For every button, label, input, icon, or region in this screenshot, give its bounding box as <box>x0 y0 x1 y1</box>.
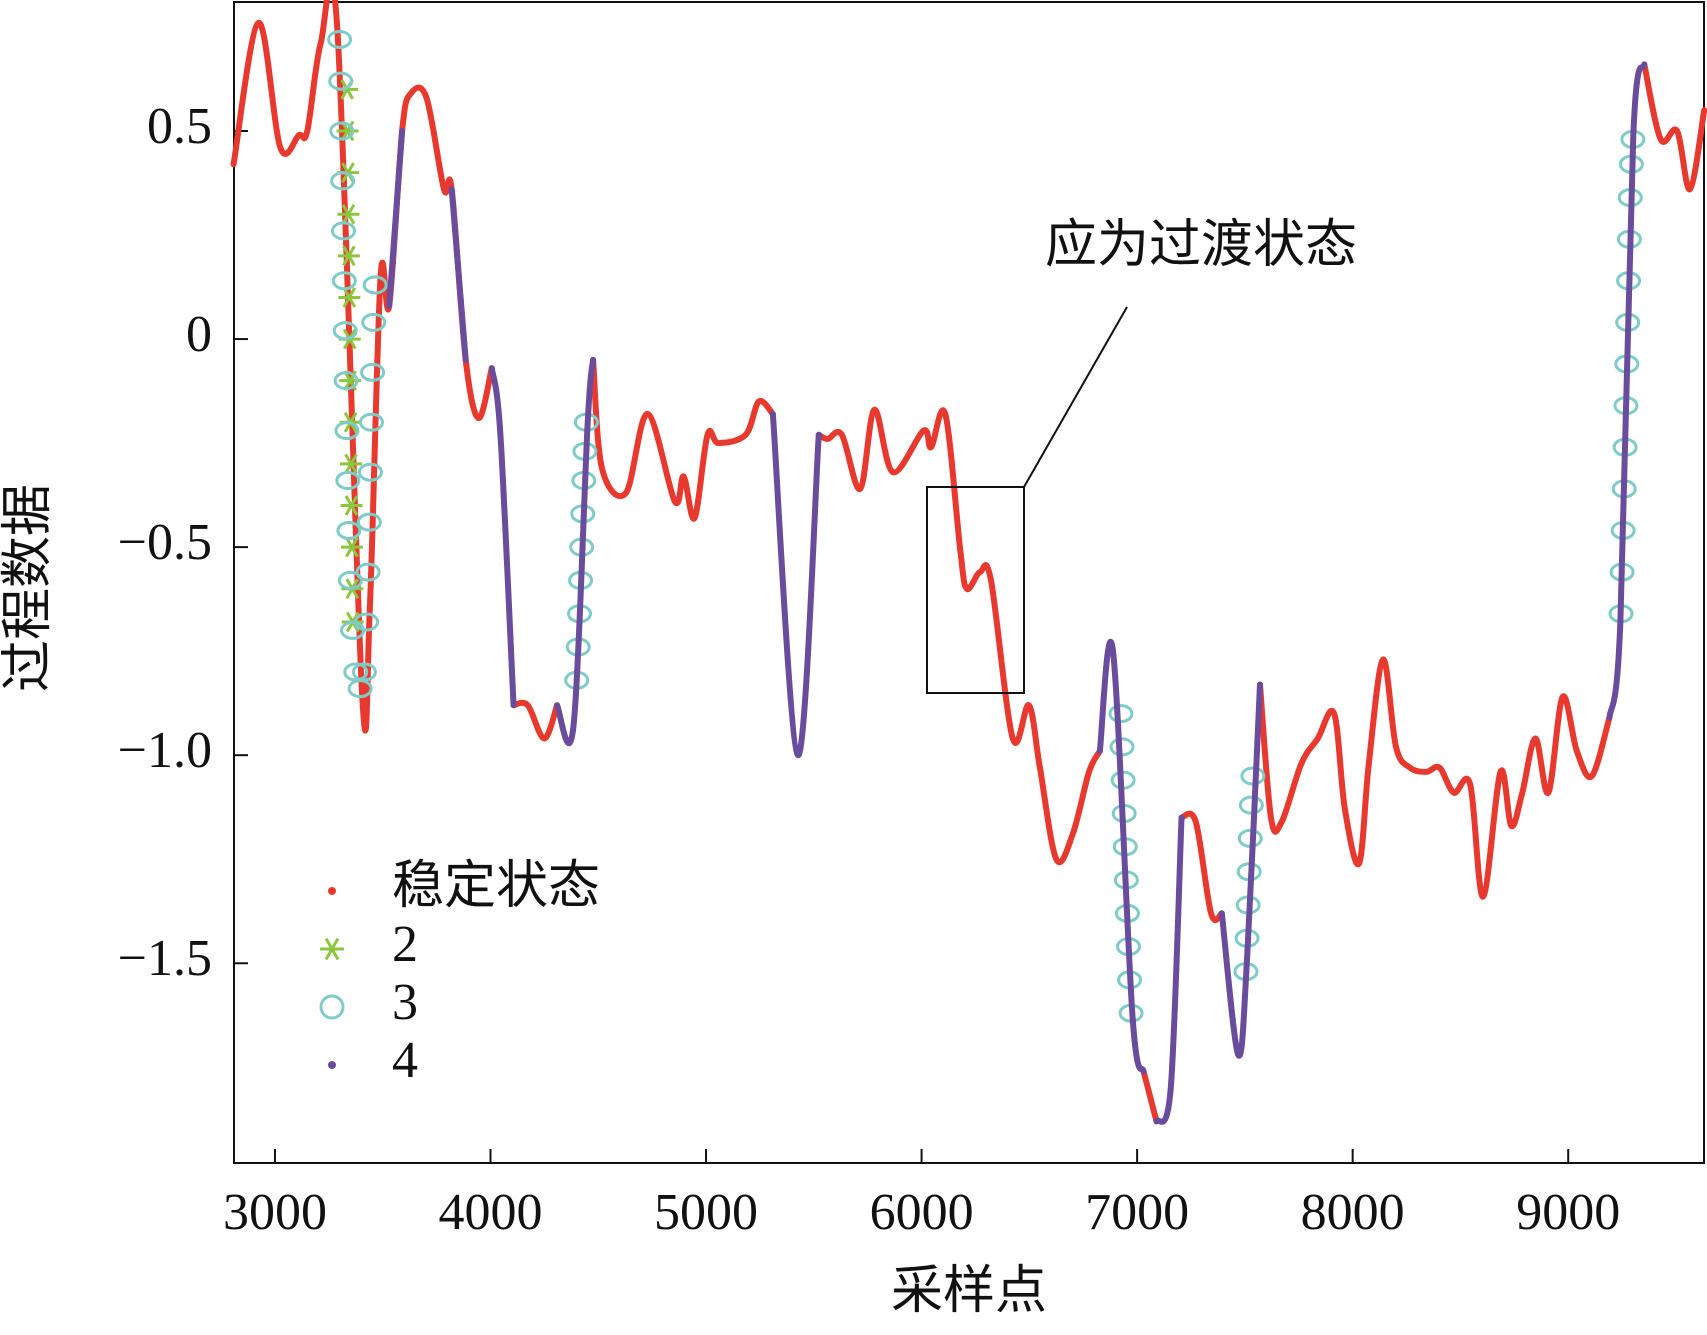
asterisk-marker <box>338 287 361 308</box>
legend-marker <box>328 1061 336 1069</box>
circle-marker <box>356 512 382 532</box>
circle-marker <box>336 520 362 540</box>
asterisk-marker <box>340 536 363 558</box>
annotation-text: 应为过渡状态 <box>1045 217 1357 274</box>
series-line <box>386 61 1648 1125</box>
circle-marker <box>355 562 381 582</box>
y-tick-label: −1.5 <box>118 930 212 987</box>
annotation-leader <box>1023 306 1128 488</box>
circle-marker <box>330 171 356 191</box>
circle-marker <box>357 462 383 482</box>
asterisk-marker <box>337 245 360 267</box>
asterisk-marker <box>337 203 360 225</box>
circle-marker <box>334 421 360 441</box>
circle-marker <box>331 271 357 291</box>
y-tick-label: 0.5 <box>147 98 212 155</box>
legend-label: 稳定状态 <box>392 858 600 915</box>
x-tick-label: 5000 <box>654 1184 758 1241</box>
circle-marker <box>332 321 358 341</box>
asterisk-marker <box>340 453 363 475</box>
legend-label: 3 <box>392 974 418 1031</box>
y-tick-label: 0 <box>186 306 212 363</box>
x-tick-label: 3000 <box>223 1184 327 1241</box>
legend-label: 2 <box>392 916 418 973</box>
x-axis-label: 采样点 <box>891 1263 1047 1320</box>
legend-marker <box>328 887 336 895</box>
annotation-box <box>926 486 1025 694</box>
circle-marker <box>333 371 359 391</box>
circle-marker <box>327 29 353 49</box>
x-tick-label: 7000 <box>1085 1184 1189 1241</box>
series-line <box>230 0 1707 1125</box>
circle-marker <box>351 662 377 682</box>
y-tick-label: −0.5 <box>118 514 212 571</box>
x-tick-label: 6000 <box>870 1184 974 1241</box>
circle-marker <box>362 275 388 295</box>
circle-marker <box>337 570 363 590</box>
circle-marker <box>354 612 380 632</box>
legend-marker <box>320 937 344 961</box>
plot-frame <box>233 1 1705 1164</box>
legend-label: 4 <box>392 1032 418 1089</box>
legend-marker <box>319 994 345 1020</box>
asterisk-marker <box>340 495 363 516</box>
circle-marker <box>335 471 361 491</box>
x-tick-label: 4000 <box>438 1184 542 1241</box>
circle-marker <box>361 312 387 332</box>
y-axis-label: 过程数据 <box>0 484 57 692</box>
circle-marker <box>328 71 354 91</box>
circle-marker <box>329 121 355 141</box>
circle-marker <box>360 362 386 382</box>
x-tick-label: 8000 <box>1301 1184 1405 1241</box>
circle-marker <box>359 412 385 432</box>
y-tick-label: −1.0 <box>118 722 212 779</box>
circle-marker <box>1108 704 1134 724</box>
circle-marker <box>330 221 356 241</box>
x-tick-label: 9000 <box>1516 1184 1620 1241</box>
